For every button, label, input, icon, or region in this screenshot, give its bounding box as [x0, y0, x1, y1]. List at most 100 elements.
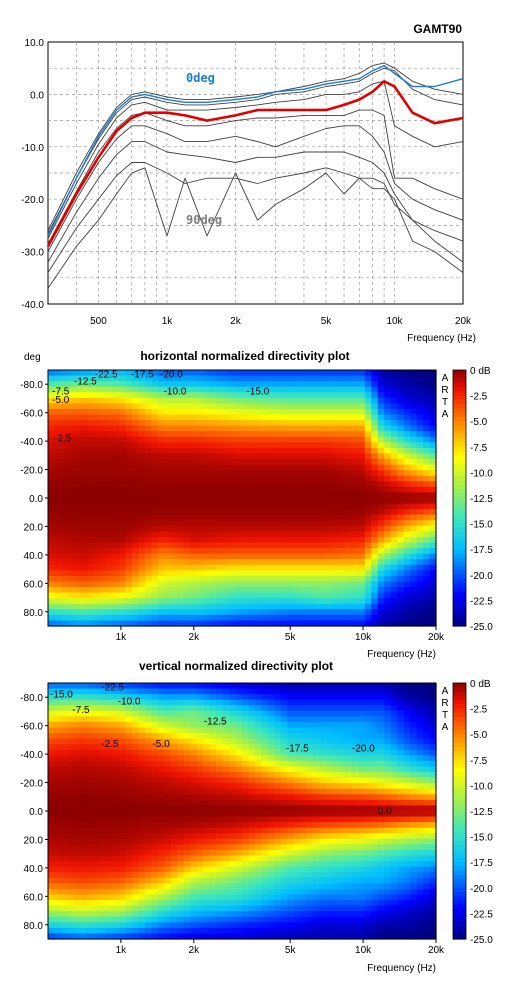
heatmap-cell: [274, 408, 282, 416]
heatmap-cell: [209, 392, 217, 399]
heatmap-cell: [106, 777, 114, 784]
heatmap-cell: [248, 492, 256, 499]
heatmap-cell: [423, 733, 431, 740]
heatmap-cell: [280, 849, 288, 857]
heatmap-cell: [254, 694, 262, 701]
heatmap-cell: [254, 811, 262, 818]
heatmap-cell: [203, 598, 211, 605]
heatmap-cell: [377, 811, 385, 818]
heatmap-cell: [390, 861, 398, 868]
heatmap-cell: [216, 453, 224, 460]
heatmap-cell: [280, 553, 288, 560]
x-tick-label: 10k: [386, 316, 403, 327]
heatmap-cell: [351, 553, 359, 560]
heatmap-cell: [119, 481, 127, 488]
heatmap-cell: [67, 581, 75, 588]
heatmap-cell: [54, 744, 62, 751]
colorbar-label: -10.0: [470, 468, 493, 479]
heatmap-cell: [267, 514, 275, 521]
heatmap-cell: [157, 442, 165, 449]
heatmap-cell: [216, 470, 224, 477]
heatmap-cell: [54, 553, 62, 560]
heatmap-cell: [429, 716, 437, 723]
heatmap-cell: [248, 475, 256, 482]
heatmap-cell: [203, 688, 211, 695]
heatmap-cell: [170, 609, 178, 616]
colorbar-cell: [453, 502, 466, 508]
heatmap-cell: [48, 436, 56, 443]
heatmap-cell: [222, 370, 230, 377]
heatmap-cell: [60, 392, 68, 399]
heatmap-cell: [235, 375, 243, 382]
heatmap-cell: [177, 699, 185, 706]
heatmap-cell: [216, 542, 224, 549]
heatmap-cell: [429, 397, 437, 404]
heatmap-cell: [319, 609, 327, 616]
heatmap-cell: [73, 827, 81, 834]
heatmap-cell: [429, 531, 437, 538]
heatmap-cell: [216, 833, 224, 840]
heatmap-cell: [267, 486, 275, 494]
heatmap-cell: [280, 381, 288, 388]
heatmap-cell: [351, 816, 359, 823]
heatmap-cell: [397, 431, 405, 438]
heatmap-cell: [119, 614, 127, 622]
heatmap-cell: [429, 738, 437, 745]
heatmap-cell: [112, 827, 120, 834]
heatmap-cell: [416, 710, 424, 717]
heatmap-cell: [209, 603, 217, 610]
heatmap-cell: [358, 716, 366, 723]
heatmap-cell: [177, 414, 185, 421]
heatmap-cell: [345, 470, 353, 477]
heatmap-cell: [73, 760, 81, 768]
heatmap-cell: [177, 447, 185, 455]
heatmap-cell: [410, 749, 418, 756]
heatmap-cell: [222, 849, 230, 857]
heatmap-cell: [170, 436, 178, 443]
heatmap-cell: [145, 559, 153, 566]
heatmap-cell: [67, 464, 75, 471]
heatmap-cell: [319, 827, 327, 834]
heatmap-cell: [54, 503, 62, 510]
heatmap-cell: [93, 408, 101, 416]
heatmap-cell: [67, 509, 75, 516]
heatmap-cell: [125, 486, 133, 494]
heatmap-cell: [60, 475, 68, 482]
heatmap-cell: [80, 564, 88, 571]
heatmap-cell: [157, 783, 165, 790]
heatmap-cell: [410, 710, 418, 717]
heatmap-cell: [306, 811, 314, 818]
heatmap-cell: [280, 564, 288, 571]
heatmap-cell: [267, 827, 275, 834]
heatmap-cell: [99, 760, 107, 768]
heatmap-cell: [287, 833, 295, 840]
heatmap-cell: [242, 536, 250, 544]
heatmap-cell: [209, 760, 217, 768]
heatmap-cell: [403, 386, 411, 393]
heatmap-cell: [242, 514, 250, 521]
heatmap-cell: [326, 553, 334, 560]
heatmap-cell: [371, 475, 379, 482]
heatmap-cell: [429, 503, 437, 510]
heatmap-cell: [306, 564, 314, 571]
heatmap-cell: [319, 822, 327, 829]
heatmap-cell: [397, 738, 405, 745]
heatmap-cell: [60, 498, 68, 505]
heatmap-cell: [183, 570, 191, 577]
heatmap-cell: [293, 481, 301, 488]
heatmap-cell: [196, 425, 204, 432]
heatmap-cell: [371, 614, 379, 622]
heatmap-cell: [326, 855, 334, 862]
heatmap-cell: [235, 861, 243, 868]
heatmap-cell: [429, 620, 437, 627]
heatmap-cell: [119, 381, 127, 388]
heatmap-cell: [86, 564, 94, 571]
heatmap-cell: [293, 470, 301, 477]
heatmap-cell: [235, 581, 243, 588]
heatmap-cell: [423, 470, 431, 477]
heatmap-cell: [364, 777, 372, 784]
heatmap-cell: [339, 727, 347, 734]
heatmap-cell: [145, 838, 153, 845]
heatmap-cell: [261, 548, 269, 555]
heatmap-cell: [138, 822, 146, 829]
